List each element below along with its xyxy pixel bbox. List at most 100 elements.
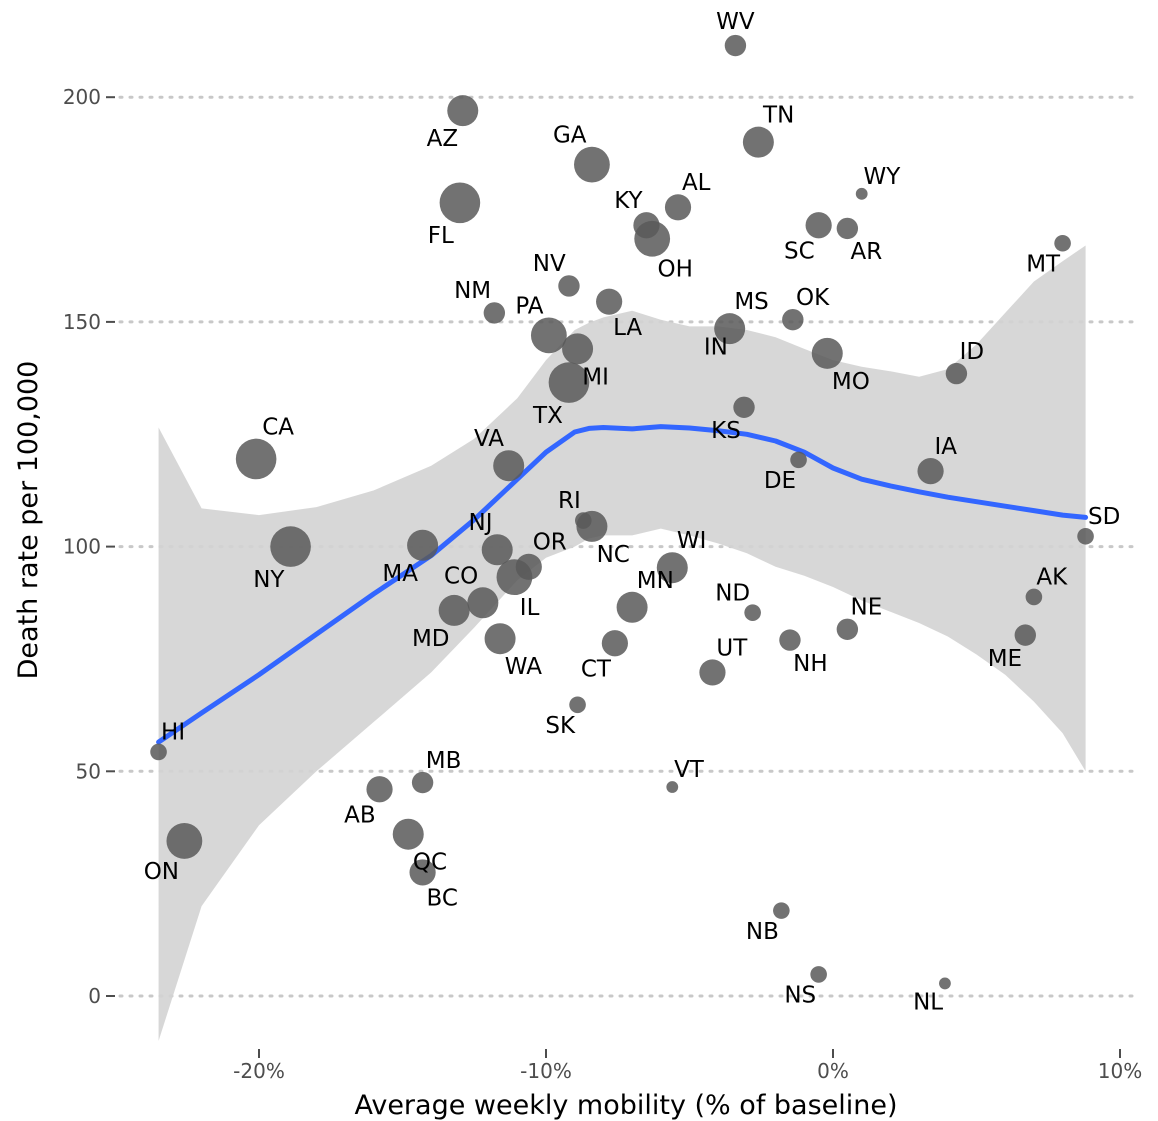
data-point-ak [1025,588,1043,606]
point-label-hi: HI [161,720,185,746]
data-point-nb [773,902,790,919]
point-label-on: ON [144,859,179,885]
data-point-pa [530,317,567,354]
point-label-nj: NJ [469,510,493,536]
point-label-ns: NS [784,983,816,1009]
data-point-oh [634,220,671,257]
point-label-oh: OH [658,257,693,283]
point-label-nh: NH [793,651,828,677]
data-point-ar [836,217,859,240]
point-label-nd: ND [715,580,750,606]
data-point-de [790,451,807,469]
y-axis-title: Death rate per 100,000 [13,361,44,680]
point-label-sc: SC [784,238,815,264]
data-point-qc [392,818,424,850]
data-point-la [596,288,623,315]
data-point-co [467,587,499,619]
confidence-band [158,245,1086,1041]
point-label-md: MD [412,626,450,652]
point-label-va: VA [474,426,504,452]
y-tick-label: 200 [63,85,101,109]
data-points [150,34,1094,990]
data-point-ns [810,966,827,983]
data-point-ne [836,618,859,640]
point-label-ca: CA [262,415,294,441]
point-label-nv: NV [533,251,566,277]
data-point-nd [744,604,761,621]
point-label-ms: MS [734,289,768,315]
point-label-pa: PA [515,293,543,319]
data-point-hi [150,743,167,761]
smooth-trend-line [156,424,1089,745]
data-point-sc [805,212,832,239]
x-tick-label: -10% [520,1059,572,1083]
data-point-va [493,450,525,482]
data-point-ms [714,313,746,345]
point-label-ak: AK [1036,565,1068,591]
data-point-id [945,362,968,385]
point-label-nc: NC [597,542,630,568]
data-point-az [447,95,479,127]
y-tick-label: 150 [63,310,101,334]
y-axis: 0 50 100 150 200 [63,85,115,1008]
point-label-sd: SD [1088,504,1120,530]
data-point-tn [742,126,774,158]
data-point-sk [569,696,586,714]
data-point-nc [576,510,608,542]
point-label-wv: WV [716,9,755,35]
data-point-ut [699,659,726,686]
x-axis-title: Average weekly mobility (% of baseline) [354,1090,897,1121]
point-label-tx: TX [532,403,563,429]
point-label-wa: WA [505,654,542,680]
point-label-sk: SK [545,713,576,739]
point-label-al: AL [682,170,711,196]
point-label-wy: WY [864,164,902,190]
point-label-mo: MO [832,369,870,395]
point-label-de: DE [764,468,796,494]
data-point-vt [666,781,679,793]
data-point-mi [562,333,594,365]
point-label-ky: KY [614,188,643,214]
point-label-id: ID [960,339,985,365]
point-label-bc: BC [427,886,458,912]
point-label-az: AZ [427,126,459,152]
data-point-mo [811,337,843,369]
data-point-md [438,594,470,626]
data-point-ks [733,396,755,418]
data-point-nv [558,275,580,297]
point-label-ga: GA [553,123,587,149]
data-point-ma [407,529,439,561]
data-point-al [664,194,692,221]
data-point-bc [409,859,436,886]
point-label-nm: NM [454,278,491,304]
point-label-ut: UT [716,635,748,661]
data-point-fl [439,182,481,224]
point-label-me: ME [988,646,1022,672]
data-point-ok [782,308,804,331]
data-point-nl [939,977,951,990]
data-point-ca [235,438,277,480]
point-label-ok: OK [796,285,830,311]
point-label-nb: NB [746,919,779,945]
x-tick-label: 0% [817,1059,849,1083]
data-point-tx [548,362,590,403]
data-point-nh [779,629,801,651]
point-label-ab: AB [344,802,376,828]
point-label-mn: MN [637,568,674,594]
point-label-wi: WI [677,528,707,554]
point-label-ri: RI [558,488,581,514]
data-point-wa [484,623,516,655]
data-point-ny [270,526,311,567]
point-labels: WV AZ TN GA WY FL AL KY SC AR OH MT NV LA NM OK MS PA MI MO… [144,9,1121,1016]
data-point-wv [724,34,747,57]
data-point-mt [1054,234,1071,252]
point-label-qc: QC [413,850,447,876]
x-axis: -20% -10% 0% 10% [233,1049,1142,1083]
data-point-sd [1077,527,1094,545]
point-label-ar: AR [851,239,883,265]
data-point-mn [616,591,648,623]
point-label-mb: MB [426,748,462,774]
point-label-ct: CT [581,656,612,682]
point-label-or: OR [533,530,567,556]
